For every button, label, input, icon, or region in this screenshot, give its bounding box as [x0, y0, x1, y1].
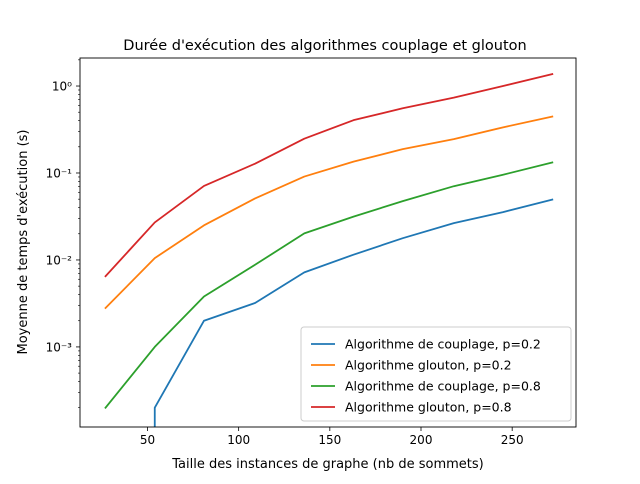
plot-lines	[104, 73, 554, 427]
y-tick-label: 10⁻³	[46, 340, 73, 354]
y-tick-label: 10⁰	[52, 80, 72, 94]
axes: 50 100 150 200 250 10⁻³ 10⁻² 10⁻¹ 10⁰	[46, 59, 524, 447]
y-tick-label: 10⁻²	[46, 253, 73, 267]
legend-label: Algorithme glouton, p=0.2	[345, 358, 512, 373]
x-axis-label: Taille des instances de graphe (nb de so…	[171, 457, 484, 472]
plot-frame	[79, 57, 577, 428]
legend-label: Algorithme de couplage, p=0.2	[345, 337, 541, 352]
x-tick-label: 50	[140, 433, 155, 447]
chart-title: Durée d'exécution des algorithmes coupla…	[123, 38, 526, 54]
x-tick-label: 150	[318, 433, 341, 447]
legend: Algorithme de couplage, p=0.2 Algorithme …	[300, 326, 572, 422]
legend-label: Algorithme glouton, p=0.8	[345, 400, 512, 415]
legend-box	[300, 326, 572, 422]
y-tick-label: 10⁻¹	[46, 166, 73, 180]
y-axis-label: Moyenne de temps d'exécution (s)	[16, 130, 31, 355]
x-tick-label: 200	[410, 433, 433, 447]
x-tick-label: 250	[501, 433, 524, 447]
series-line-1	[153, 198, 554, 427]
series-line-2	[104, 115, 554, 310]
x-tick-label: 100	[227, 433, 250, 447]
series-line-3	[104, 161, 554, 409]
series-line-4	[104, 73, 554, 278]
legend-label: Algorithme de couplage, p=0.8	[345, 379, 541, 394]
